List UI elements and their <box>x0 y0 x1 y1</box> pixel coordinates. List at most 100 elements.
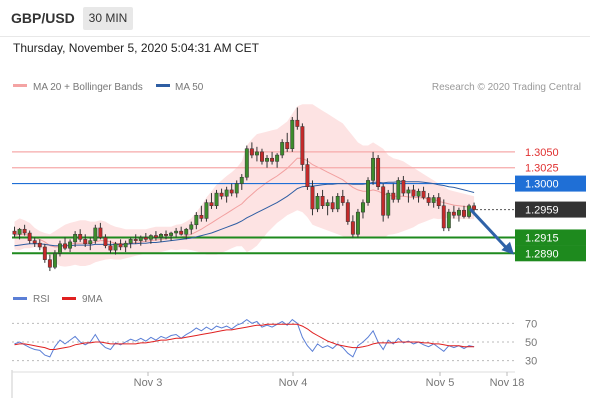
candle <box>386 189 391 219</box>
candle-body <box>472 205 477 210</box>
candle-body <box>229 189 234 194</box>
candle <box>371 151 376 185</box>
candle <box>239 174 244 190</box>
candle <box>214 189 219 209</box>
candle <box>249 142 254 159</box>
candle <box>98 222 103 240</box>
candle <box>315 193 320 213</box>
candle-body <box>153 235 158 238</box>
candle-body <box>462 209 466 217</box>
candle <box>335 193 340 213</box>
level-label-support: 1.2890 <box>525 248 559 260</box>
candle-body <box>260 151 264 162</box>
level-label-resistance: 1.3025 <box>525 163 559 175</box>
candle <box>209 193 214 209</box>
candle <box>12 226 17 238</box>
candle <box>58 240 62 257</box>
candle <box>148 234 153 244</box>
candle-body <box>391 192 396 200</box>
candle <box>133 234 138 244</box>
candle-body <box>239 176 244 184</box>
candle-body <box>290 119 295 149</box>
candle <box>295 107 300 130</box>
candle <box>159 233 163 242</box>
x-axis-tick-label: Nov 5 <box>426 377 455 389</box>
rsi-tick-label: 50 <box>525 337 537 349</box>
candle <box>17 227 22 240</box>
timeframe-button[interactable]: 30 MIN <box>83 7 133 30</box>
candle-body <box>300 126 305 165</box>
candle-body <box>376 157 381 187</box>
candle <box>361 199 365 219</box>
candle-body <box>371 157 376 181</box>
candle <box>47 254 52 272</box>
candle <box>396 177 401 203</box>
research-credit: Research © 2020 Trading Central <box>432 82 581 93</box>
current-price-label: 1.2959 <box>525 205 559 217</box>
candle <box>22 224 27 236</box>
candle-body <box>275 154 280 162</box>
candle-body <box>68 241 73 249</box>
candle-body <box>416 190 421 197</box>
candle <box>73 231 78 247</box>
candle-body <box>138 237 143 241</box>
chart-datetime: Thursday, November 5, 2020 5:04:31 AM CE… <box>13 41 259 55</box>
candle <box>451 205 456 219</box>
candle <box>366 177 370 206</box>
candle-body <box>32 240 37 244</box>
candle-body <box>88 240 93 245</box>
candle <box>265 155 269 168</box>
candle-body <box>113 243 118 251</box>
candle <box>128 237 133 249</box>
candle <box>184 227 189 240</box>
candle-body <box>295 119 300 127</box>
candle-body <box>159 234 163 238</box>
candle <box>320 189 325 209</box>
candle <box>194 212 199 230</box>
forecast-arrow-layer <box>468 207 514 255</box>
rsi-ma-legend-swatch <box>62 297 76 300</box>
candle-body <box>128 239 133 244</box>
candle-body <box>37 242 42 248</box>
candle <box>68 239 73 253</box>
candle-body <box>280 142 285 156</box>
candle-body <box>184 228 189 235</box>
candle <box>108 240 113 254</box>
candle <box>118 239 123 251</box>
candle-body <box>148 235 153 240</box>
candle-body <box>174 230 179 234</box>
candle-body <box>345 202 350 222</box>
candle <box>189 221 194 235</box>
candle <box>93 224 98 244</box>
candle-body <box>78 234 83 240</box>
candle-body <box>456 209 461 216</box>
candle <box>391 183 396 203</box>
candle-body <box>219 192 224 197</box>
candle <box>260 148 264 165</box>
candle-body <box>12 230 17 235</box>
candle-body <box>234 183 239 194</box>
candle <box>78 229 83 242</box>
candle-body <box>93 227 98 241</box>
candle <box>416 188 421 203</box>
candle-body <box>285 142 290 149</box>
candle-body <box>361 202 365 213</box>
candle <box>456 207 461 222</box>
candle <box>27 230 32 244</box>
candle <box>275 153 280 168</box>
candle <box>401 175 406 197</box>
candle-body <box>396 180 401 200</box>
candle-body <box>179 230 184 235</box>
candle <box>153 231 158 241</box>
candle <box>138 235 143 246</box>
candle-body <box>42 246 47 260</box>
level-label-box <box>515 229 586 246</box>
candle-body <box>355 211 360 235</box>
candle-body <box>199 215 204 219</box>
candle-body <box>17 228 22 235</box>
candle <box>199 205 204 222</box>
forecast-arrow-shaft <box>468 207 510 251</box>
candle <box>174 227 179 238</box>
bollinger-legend-swatch <box>13 84 27 87</box>
candle-body <box>164 234 168 236</box>
